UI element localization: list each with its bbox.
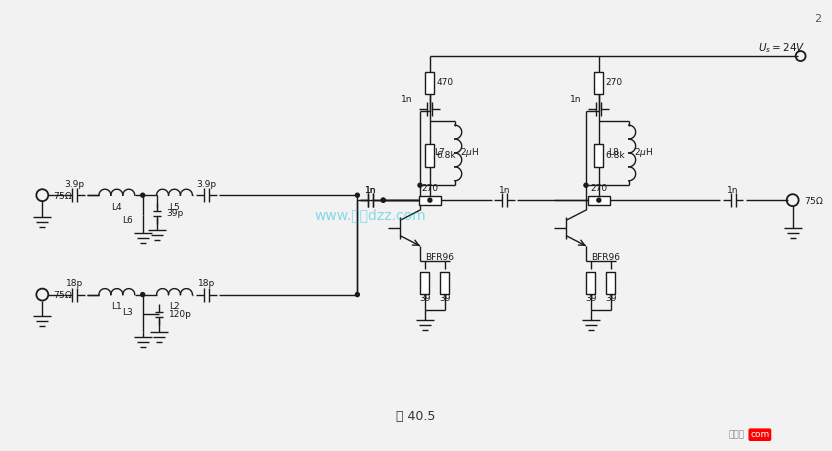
Bar	[425, 143, 434, 167]
Bar	[419, 196, 441, 205]
Bar	[588, 196, 610, 205]
Text: L8: L8	[608, 148, 619, 157]
Text: 270: 270	[591, 184, 607, 193]
Text: 1n: 1n	[364, 186, 376, 195]
Bar	[440, 272, 449, 294]
Circle shape	[355, 293, 359, 297]
Circle shape	[141, 193, 145, 197]
Text: L1: L1	[111, 302, 122, 311]
Bar	[594, 143, 603, 167]
Text: L2: L2	[169, 302, 180, 311]
Text: 39: 39	[419, 294, 431, 303]
Circle shape	[141, 293, 145, 297]
Bar	[607, 272, 616, 294]
Text: 3.9p: 3.9p	[64, 180, 84, 189]
Text: 18p: 18p	[198, 279, 215, 288]
Text: 75$\Omega$: 75$\Omega$	[53, 190, 73, 201]
Text: L7: L7	[434, 148, 445, 157]
Text: 75$\Omega$: 75$\Omega$	[53, 289, 73, 300]
Text: BFR96: BFR96	[425, 253, 454, 262]
Text: 图 40.5: 图 40.5	[396, 410, 436, 423]
Text: 39: 39	[605, 294, 617, 303]
Circle shape	[597, 198, 601, 202]
Circle shape	[428, 198, 432, 202]
Text: 470: 470	[437, 78, 454, 87]
Bar	[594, 72, 603, 94]
Text: 6.8k: 6.8k	[437, 151, 457, 160]
Bar	[587, 272, 596, 294]
Circle shape	[418, 183, 422, 187]
Text: 39: 39	[439, 294, 451, 303]
Bar	[420, 272, 429, 294]
Circle shape	[584, 183, 588, 187]
Text: 6.8k: 6.8k	[606, 151, 626, 160]
Text: www.富昌dzz.com: www.富昌dzz.com	[314, 208, 426, 222]
Text: L4: L4	[111, 202, 122, 212]
Text: L6: L6	[122, 216, 133, 225]
Text: 270: 270	[421, 184, 438, 193]
Text: 3.9p: 3.9p	[196, 180, 216, 189]
Text: com: com	[750, 430, 770, 439]
Text: 2$\mu$H: 2$\mu$H	[634, 147, 653, 160]
Text: 120p: 120p	[169, 310, 191, 319]
Text: 1n: 1n	[364, 186, 376, 195]
Text: 39: 39	[585, 294, 597, 303]
Text: 39p: 39p	[166, 208, 184, 217]
Text: L3: L3	[122, 308, 133, 317]
Text: 接线图: 接线图	[728, 430, 744, 439]
Text: $U_s=24V$: $U_s=24V$	[758, 41, 805, 55]
Bar	[425, 72, 434, 94]
Text: 75$\Omega$: 75$\Omega$	[804, 195, 824, 206]
Text: 1n: 1n	[727, 186, 739, 195]
Text: 2$\mu$H: 2$\mu$H	[460, 147, 479, 160]
Circle shape	[355, 193, 359, 197]
Text: 1n: 1n	[569, 95, 581, 104]
Circle shape	[381, 198, 385, 202]
Text: 1n: 1n	[498, 186, 510, 195]
Text: L5: L5	[169, 202, 180, 212]
Circle shape	[381, 198, 385, 202]
Text: 2: 2	[814, 14, 821, 24]
Text: 1n: 1n	[400, 95, 412, 104]
Text: BFR96: BFR96	[591, 253, 620, 262]
Text: 270: 270	[606, 78, 623, 87]
Text: 18p: 18p	[66, 279, 82, 288]
